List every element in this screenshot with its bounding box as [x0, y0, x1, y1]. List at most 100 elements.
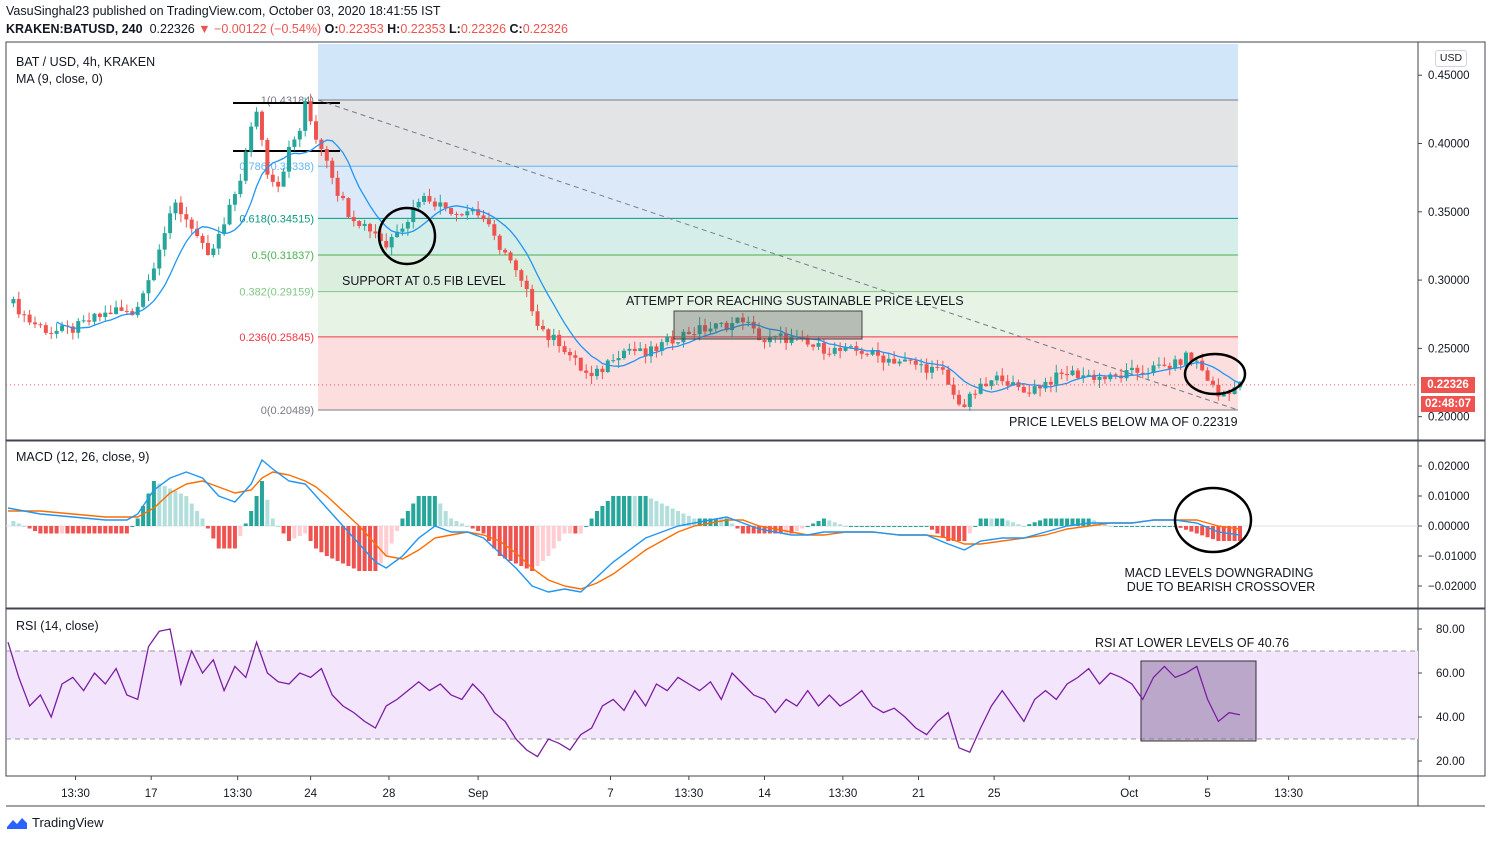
bar-countdown-marker: 02:48:07 [1421, 396, 1475, 412]
macd-histogram-bar [178, 493, 183, 526]
macd-histogram-bar [751, 526, 756, 534]
macd-histogram-bar [616, 496, 621, 526]
candle-body [513, 260, 518, 271]
currency-selector[interactable]: USD [1435, 50, 1467, 67]
macd-histogram-bar [530, 526, 535, 571]
candle-body [395, 231, 400, 237]
candle-body [151, 268, 156, 281]
macd-histogram-bar [362, 526, 367, 571]
macd-histogram-bar [27, 526, 32, 529]
macd-histogram-bar [573, 526, 578, 534]
macd-tick-label: 0.02000 [1428, 461, 1470, 473]
macd-histogram-bar [22, 526, 27, 527]
candle-body [746, 321, 751, 323]
candle-body [967, 393, 972, 407]
macd-histogram-bar [605, 501, 610, 526]
candle-body [486, 219, 491, 225]
macd-histogram-bar [308, 526, 313, 541]
candle-body [1205, 370, 1210, 381]
candle-body [346, 198, 351, 218]
candle-body [551, 334, 556, 341]
footer-branding[interactable]: TradingView [6, 815, 104, 830]
rsi-tick-label: 40.00 [1436, 712, 1465, 724]
candle-body [773, 335, 778, 338]
candle-body [902, 359, 907, 362]
candle-body [222, 224, 227, 234]
candle-body [146, 280, 151, 294]
candle-body [449, 207, 454, 214]
candle-body [859, 350, 864, 354]
macd-histogram-bar [584, 526, 589, 527]
candle-body [546, 329, 551, 341]
candle-body [341, 195, 346, 199]
macd-tick-label: −0.01000 [1428, 551, 1476, 563]
candle-body [276, 181, 281, 187]
macd-histogram-bar [1059, 518, 1064, 526]
candle-body [454, 213, 459, 215]
macd-histogram-bar [1135, 526, 1140, 527]
fib-level-label: 0.786(0.38338) [239, 161, 314, 173]
main-pane-title: BAT / USD, 4h, KRAKEN [16, 55, 155, 69]
macd-histogram-bar [816, 521, 821, 526]
candle-body [659, 342, 664, 351]
ma-annotation: PRICE LEVELS BELOW MA OF 0.22319 [1009, 415, 1238, 429]
candle-body [405, 222, 410, 229]
ma-indicator-label: MA (9, close, 0) [16, 72, 103, 86]
candle-body [713, 323, 718, 329]
pane-frame-3 [5, 608, 1486, 777]
candle-body [886, 358, 891, 363]
high-value: 0.22353 [400, 22, 446, 36]
candle-body [643, 348, 648, 357]
macd-histogram-bar [1156, 526, 1161, 527]
candle-body [519, 270, 524, 281]
candle-body [465, 211, 470, 216]
macd-histogram-bar [1200, 526, 1205, 536]
candle-body [697, 325, 702, 335]
candle-body [573, 355, 578, 358]
macd-histogram-bar [1178, 526, 1183, 528]
macd-histogram-bar [1070, 518, 1075, 526]
macd-histogram-bar [389, 526, 394, 544]
candle-body [481, 215, 486, 220]
candle-body [930, 366, 934, 373]
macd-histogram-bar [594, 511, 599, 526]
macd-histogram-bar [875, 526, 880, 527]
candle-body [681, 331, 686, 343]
macd-histogram-bar [1119, 526, 1124, 527]
candle-body [951, 384, 956, 395]
rsi-tick-label: 80.00 [1436, 624, 1465, 636]
candle-body [881, 355, 886, 363]
macd-histogram-bar [1032, 522, 1037, 526]
close-label: C: [509, 22, 523, 36]
candle-body [578, 357, 583, 371]
macd-histogram-bar [600, 506, 605, 526]
fib-level-label: 0.5(0.31837) [252, 250, 314, 262]
candle-body [470, 209, 475, 212]
time-tick-label: 14 [758, 788, 771, 800]
macd-histogram-bar [330, 526, 335, 559]
time-tick-label: Sep [468, 788, 488, 800]
candle-body [416, 201, 421, 208]
candle-body [1097, 376, 1102, 380]
candle-body [913, 360, 918, 365]
candle-body [1210, 380, 1215, 385]
macd-histogram-bar [989, 518, 994, 526]
candle-body [946, 369, 951, 385]
macd-histogram-bar [1167, 526, 1172, 527]
candle-body [627, 348, 632, 351]
candle-body [670, 336, 675, 344]
candle-body [378, 233, 383, 241]
candle-body [492, 224, 497, 236]
candle-body [259, 111, 264, 140]
macd-histogram-bar [1140, 526, 1145, 527]
macd-histogram-bar [1086, 518, 1091, 526]
candle-body [373, 231, 378, 234]
time-tick-label: 13:30 [223, 788, 252, 800]
macd-histogram-bar [1205, 526, 1210, 538]
fib-level-label: 0.236(0.25845) [239, 332, 314, 344]
macd-histogram-bar [1081, 518, 1086, 526]
candle-body [1216, 384, 1221, 397]
time-tick-label: 28 [383, 788, 396, 800]
time-tick-label: 13:30 [674, 788, 703, 800]
